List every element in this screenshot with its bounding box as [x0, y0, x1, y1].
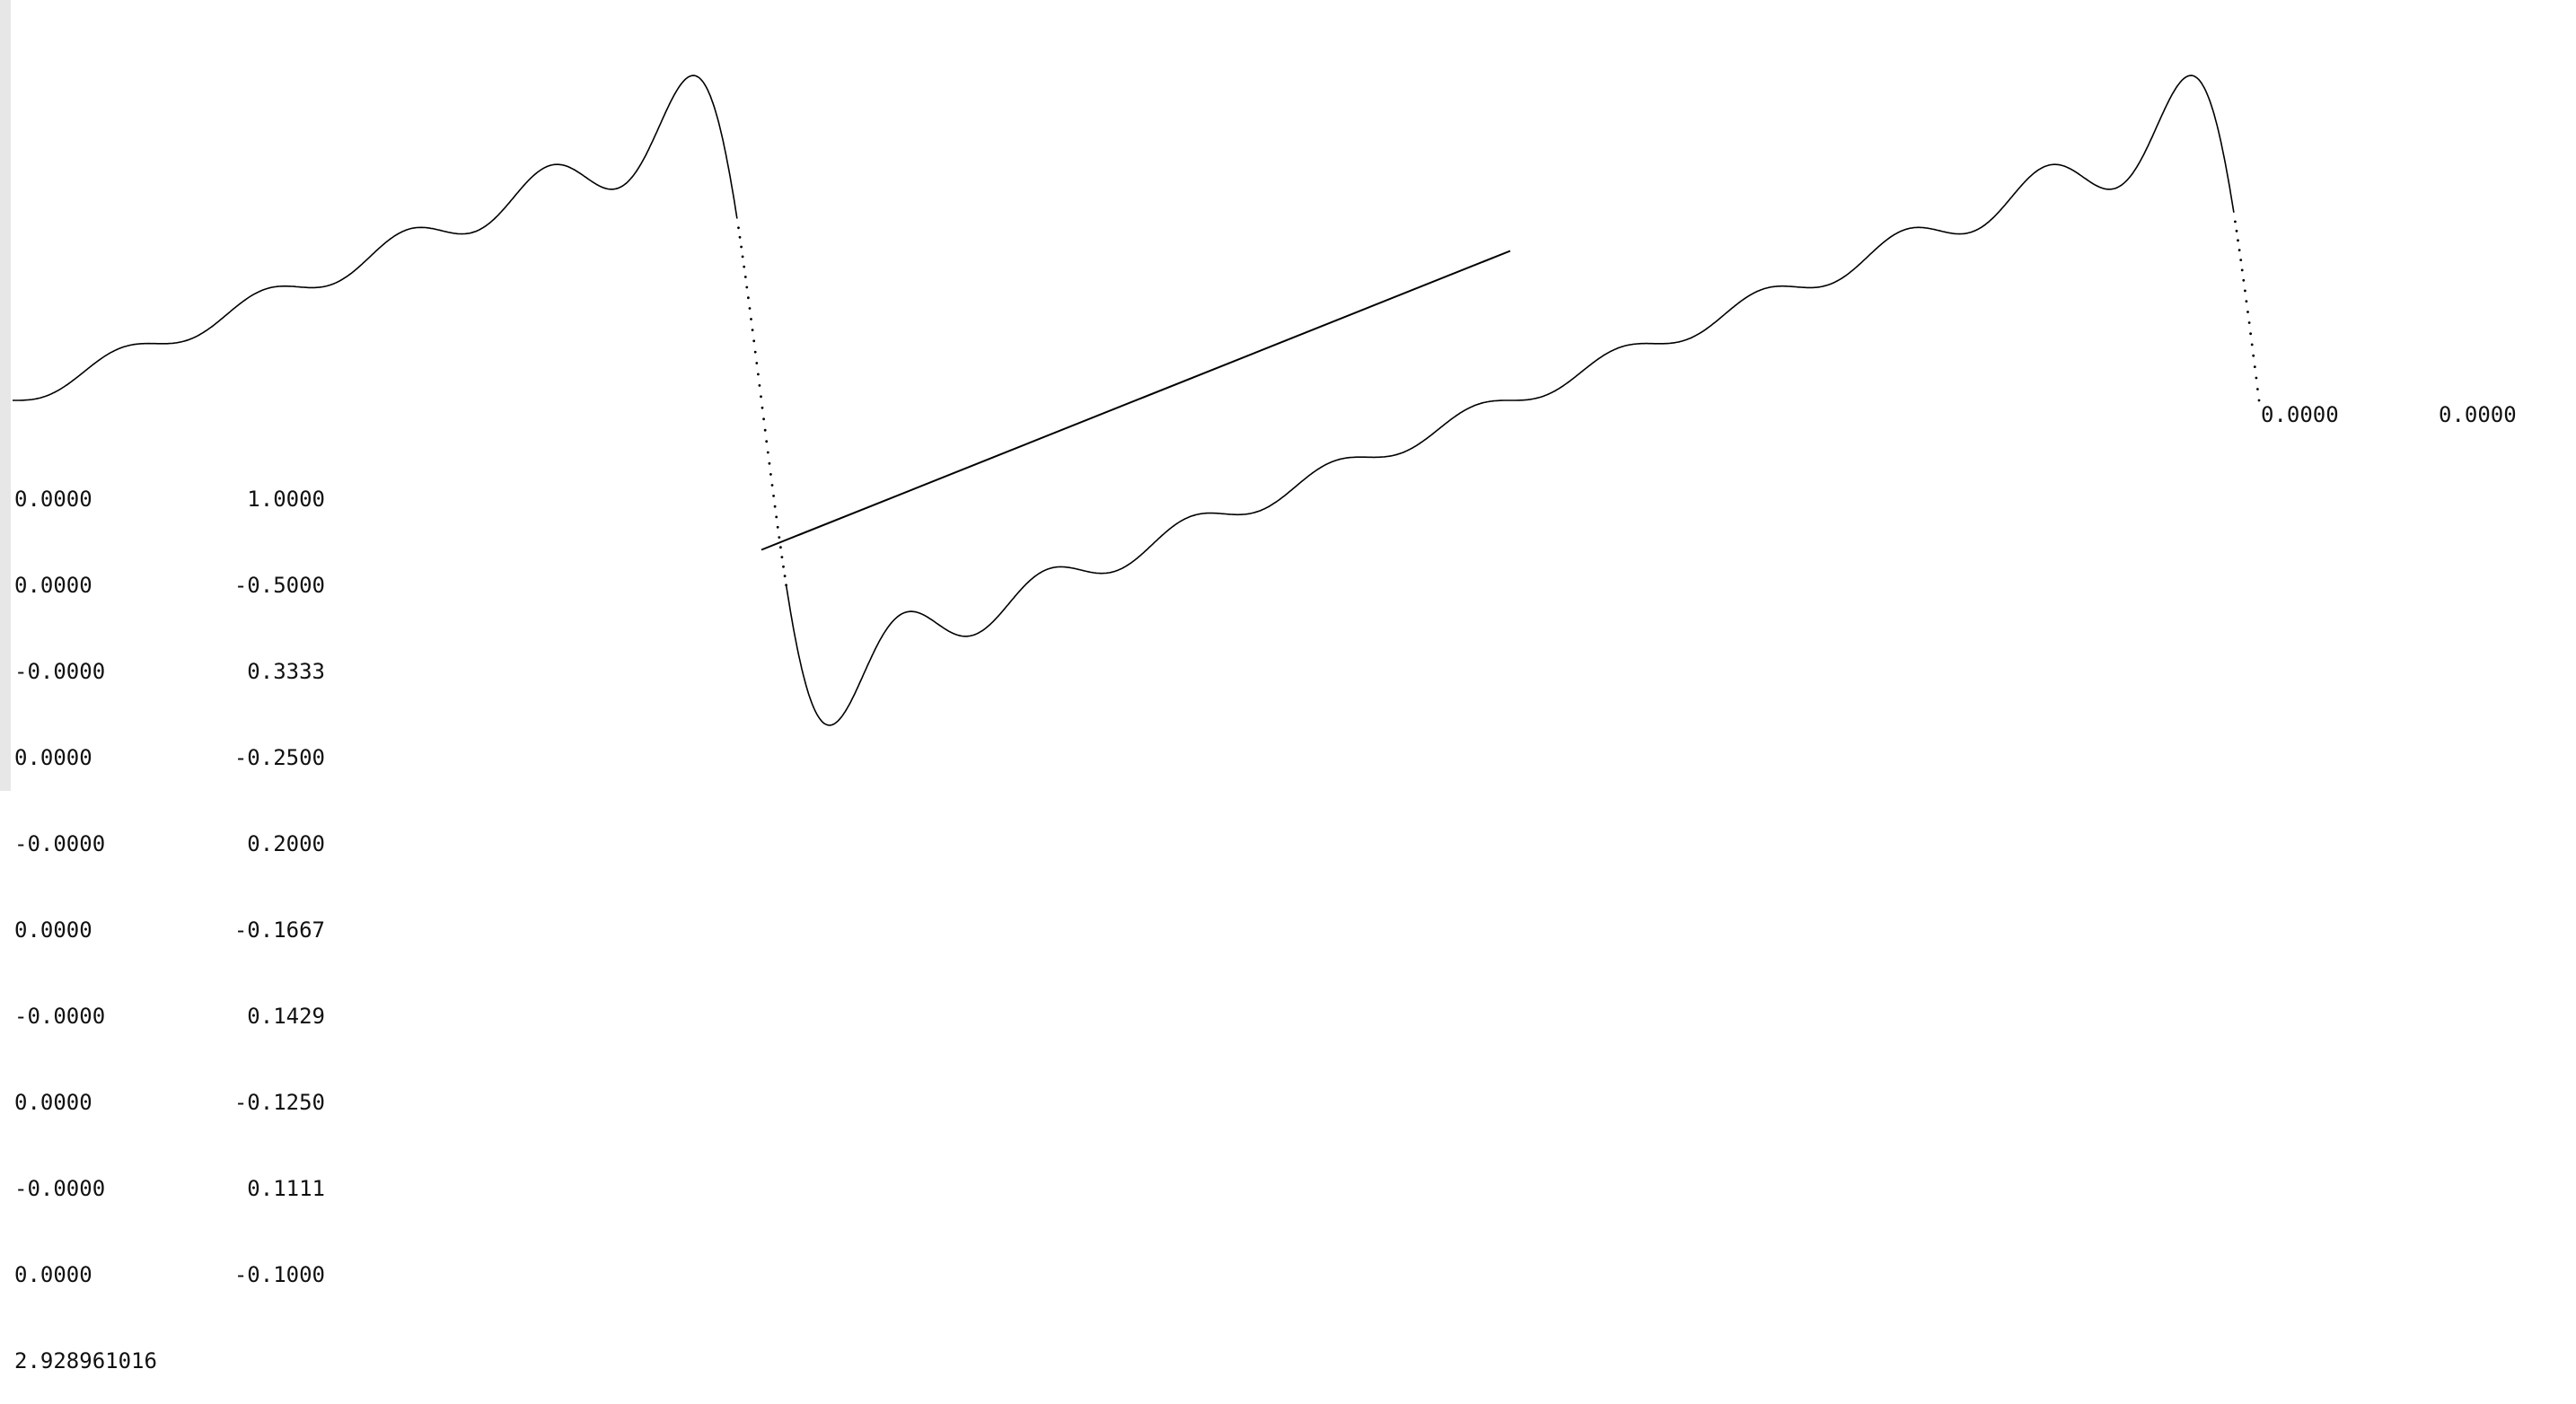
partial-sum-point — [2237, 239, 2239, 242]
partial-sum-point — [775, 515, 778, 519]
partial-sum-point — [755, 362, 759, 364]
partial-sum-point — [2242, 278, 2246, 282]
partial-sum-point — [772, 495, 775, 497]
coef-a-8: 0.0000 — [14, 1090, 92, 1115]
partial-sum-point — [782, 565, 785, 568]
coef-b-5: 0.2000 — [247, 831, 325, 856]
partial-sum-point — [737, 226, 740, 230]
partial-sum-point — [785, 584, 787, 587]
partial-sum-point — [760, 406, 764, 409]
coefficient-table: 0.0000 1.0000 0.0000 -0.5000 -0.0000 0.3333… — [14, 427, 325, 1404]
partial-sum-point — [751, 329, 754, 331]
partial-sum-point — [2253, 365, 2256, 368]
partial-sum-point — [747, 296, 750, 300]
partial-sum-point — [2235, 229, 2238, 233]
partial-sum-point — [778, 536, 781, 539]
coef-a-2: 0.0000 — [14, 573, 92, 598]
coef-row-5: -0.0000 0.2000 — [14, 829, 325, 858]
partial-sum-point — [738, 235, 742, 239]
coef-row-3: -0.0000 0.3333 — [14, 657, 325, 686]
coef-b-2: -0.5000 — [233, 573, 325, 598]
coef-a-6: 0.0000 — [14, 917, 92, 943]
fourier-partial-sum-curve — [13, 75, 2261, 726]
partial-sum-point — [745, 285, 749, 289]
coef-row-1: 0.0000 1.0000 — [14, 485, 325, 513]
coef-a-7: -0.0000 — [14, 1004, 106, 1029]
coef-row-9: -0.0000 0.1111 — [14, 1174, 325, 1203]
coef-row-6: 0.0000 -0.1667 — [14, 916, 325, 944]
partial-sum-point — [741, 255, 744, 259]
coef-a-5: -0.0000 — [14, 831, 106, 856]
partial-sum-point — [769, 473, 772, 476]
partial-sum-point — [763, 428, 767, 432]
partial-sum-point — [2256, 388, 2259, 390]
window-left-border — [0, 0, 11, 791]
partial-sum-point — [2247, 321, 2251, 324]
partial-sum-point — [2250, 343, 2254, 347]
partial-sum-point — [2240, 268, 2244, 272]
partial-sum-point — [780, 556, 784, 558]
partial-sum-point — [783, 575, 787, 578]
coef-row-10: 0.0000 -0.1000 — [14, 1260, 325, 1289]
coef-a-3: -0.0000 — [14, 659, 106, 684]
partial-sum-total: 2.928961016 — [14, 1348, 157, 1373]
coef-a-1: 0.0000 — [14, 487, 92, 512]
partial-sum-point — [776, 525, 779, 529]
partial-sum-point — [743, 276, 747, 278]
coef-b-4: -0.2500 — [233, 745, 325, 770]
coef-b-9: 0.1111 — [247, 1176, 325, 1201]
partial-sum-point — [2245, 300, 2248, 303]
fourier-plot — [13, 75, 2261, 726]
partial-sum-point — [2252, 354, 2255, 357]
partial-sum-point — [757, 373, 760, 376]
partial-sum-point — [753, 350, 757, 354]
partial-sum-point — [2234, 220, 2237, 224]
sawtooth-reference-line — [760, 250, 1511, 551]
coef-row-2: 0.0000 -0.5000 — [14, 571, 325, 600]
coef-row-4: 0.0000 -0.2500 — [14, 743, 325, 772]
partial-sum-point — [2246, 311, 2249, 313]
coef-a-10: 0.0000 — [14, 1262, 92, 1287]
partial-sum-point — [750, 318, 752, 320]
partial-sum-point — [766, 451, 769, 454]
coef-b-3: 0.3333 — [247, 659, 325, 684]
endpoint-readout-b: 0.0000 — [2439, 402, 2517, 427]
partial-sum-point — [2255, 376, 2258, 380]
partial-sum-point — [2238, 249, 2241, 251]
coef-a-4: 0.0000 — [14, 745, 92, 770]
partial-sum-point — [2249, 332, 2253, 336]
partial-sum-point — [758, 384, 761, 387]
partial-sum-point — [748, 307, 752, 310]
partial-sum-point — [779, 546, 782, 549]
partial-sum-line — [13, 75, 2235, 726]
coef-row-8: 0.0000 -0.1250 — [14, 1088, 325, 1117]
coef-b-7: 0.1429 — [247, 1004, 325, 1029]
partial-sum-point — [770, 484, 774, 487]
partial-sum-point — [768, 461, 771, 465]
partial-sum-point — [743, 265, 746, 268]
coef-b-6: -0.1667 — [233, 917, 325, 943]
partial-sum-point — [760, 395, 762, 399]
coef-b-8: -0.1250 — [233, 1090, 325, 1115]
partial-sum-point — [2244, 289, 2246, 293]
partial-sum-point — [762, 417, 765, 421]
coef-row-7: -0.0000 0.1429 — [14, 1002, 325, 1031]
endpoint-readout-a: 0.0000 — [2261, 402, 2339, 427]
coef-a-9: -0.0000 — [14, 1176, 106, 1201]
coef-b-10: -0.1000 — [233, 1262, 325, 1287]
partial-sum-point — [740, 245, 743, 249]
partial-sum-point — [773, 505, 777, 508]
partial-sum-point — [752, 339, 756, 343]
partial-sum-point — [2257, 399, 2261, 402]
coef-b-1: 1.0000 — [247, 487, 325, 512]
partial-sum-point — [2239, 259, 2243, 261]
partial-sum-point — [765, 440, 769, 443]
